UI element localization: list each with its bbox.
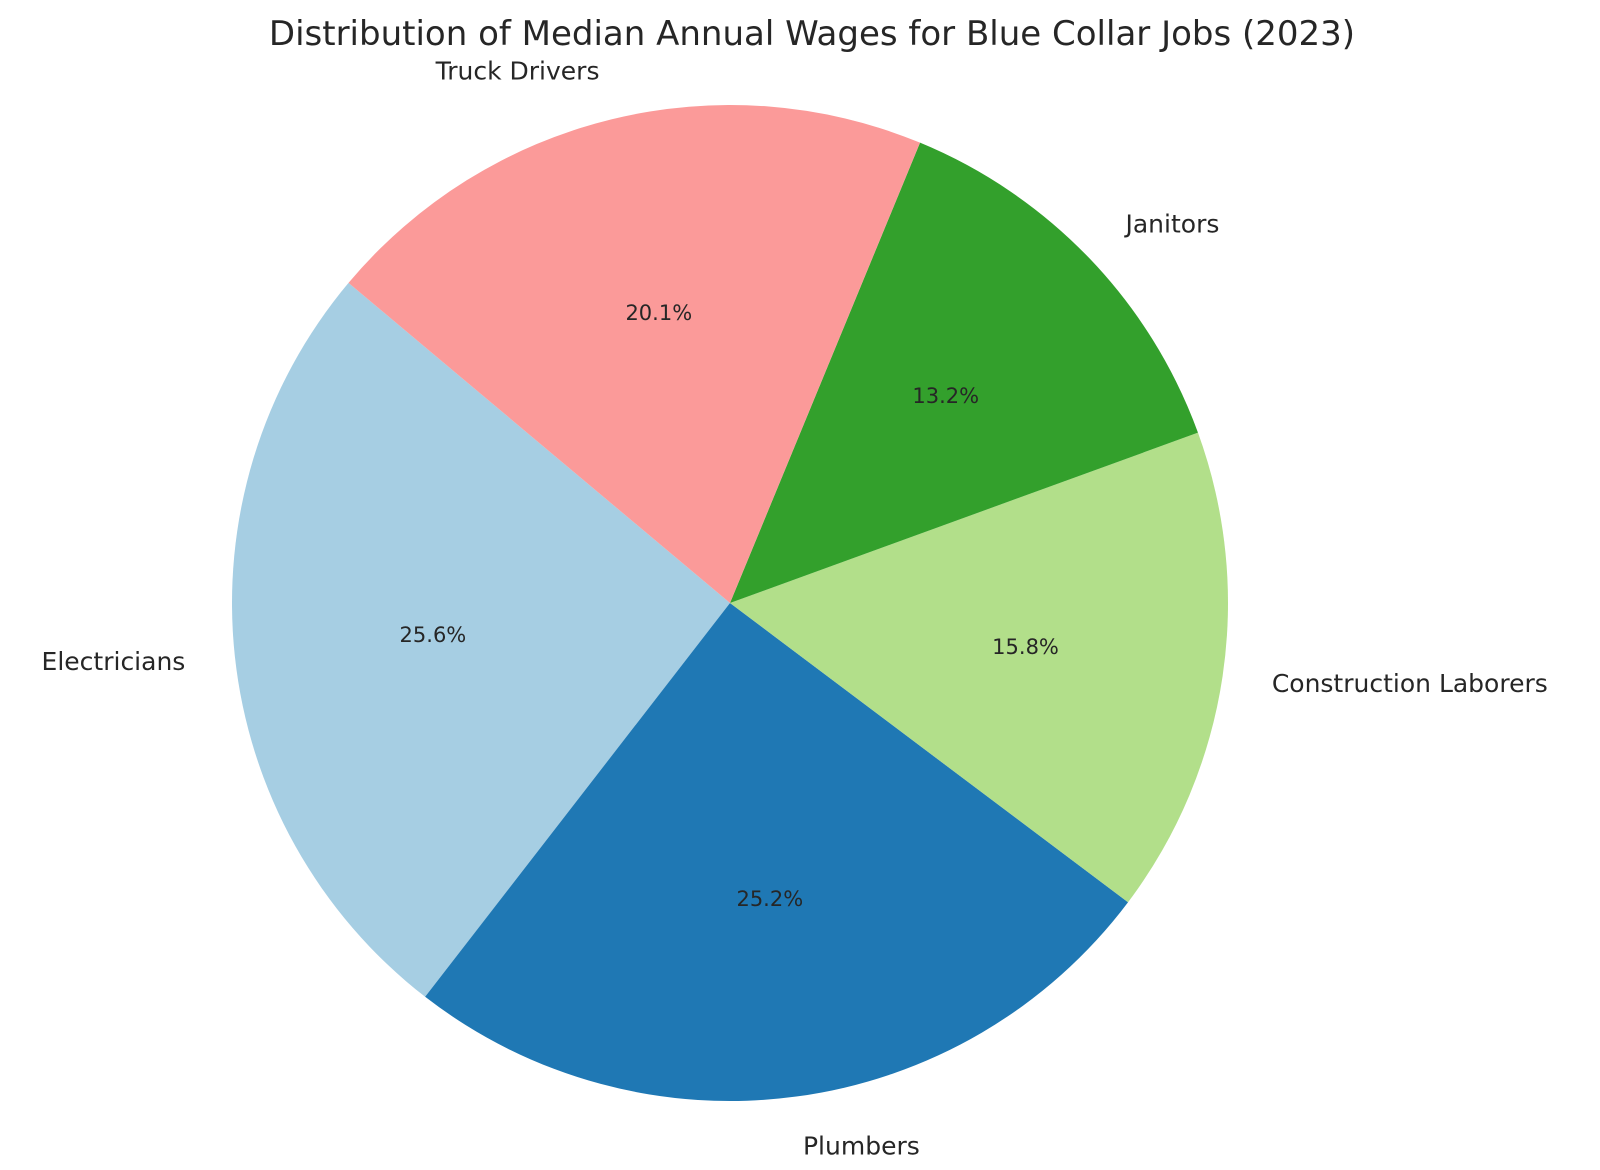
pie-labels: 25.6% Electricians 25.2% Plumbers 15.8% Const… xyxy=(42,56,1548,1160)
slice-label-electricians: Electricians xyxy=(42,647,186,676)
pie-slices xyxy=(232,105,1228,1101)
slice-label-construction-laborers: Construction Laborers xyxy=(1272,669,1548,698)
pct-label-construction-laborers: 15.8% xyxy=(992,635,1059,659)
slice-label-janitors: Janitors xyxy=(1123,209,1219,238)
chart-title: Distribution of Median Annual Wages for … xyxy=(269,14,1355,54)
pct-label-electricians: 25.6% xyxy=(400,623,467,647)
pct-label-truck-drivers: 20.1% xyxy=(625,301,692,325)
slice-plumbers xyxy=(425,603,1129,1101)
slice-electricians xyxy=(232,282,731,997)
pct-label-janitors: 13.2% xyxy=(912,384,979,408)
slice-label-plumbers: Plumbers xyxy=(803,1131,920,1160)
pct-label-plumbers: 25.2% xyxy=(736,887,803,911)
slice-label-truck-drivers: Truck Drivers xyxy=(435,56,600,85)
slice-truck-drivers xyxy=(348,105,921,603)
slice-construction-laborers xyxy=(730,432,1228,903)
slice-janitors xyxy=(730,142,1198,603)
